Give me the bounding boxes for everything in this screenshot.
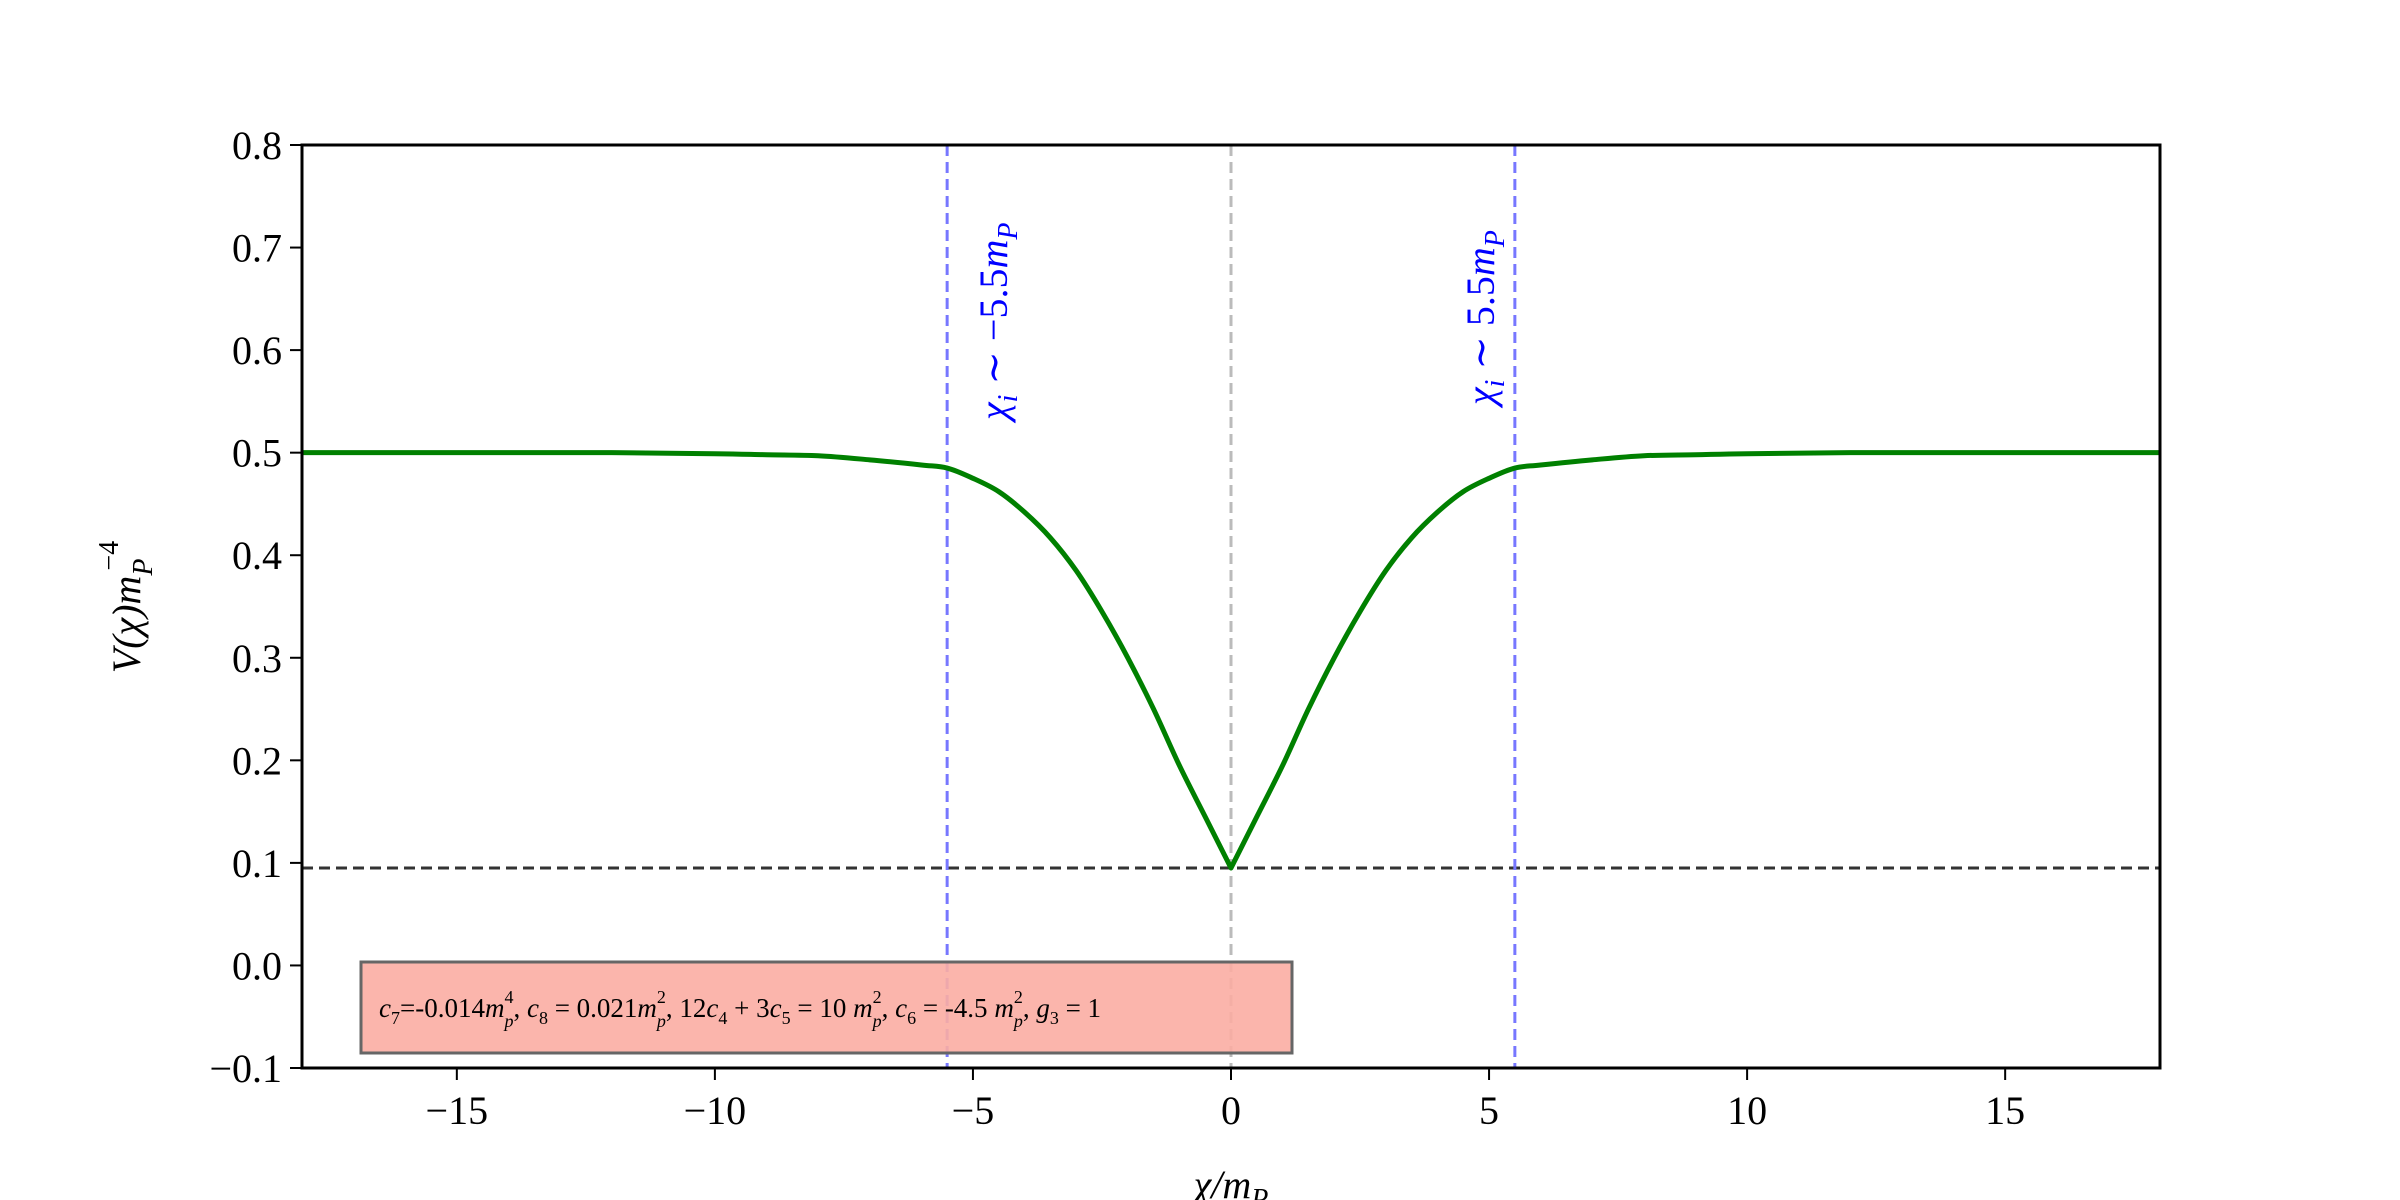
y-tick-label: 0.8 xyxy=(232,123,282,168)
y-tick-label: −0.1 xyxy=(209,1046,282,1091)
y-tick-label: 0.7 xyxy=(232,226,282,271)
x-axis-ticks: −15 −10 −5 0 5 10 15 xyxy=(426,1068,2025,1133)
vline-label-right: χi ∼ 5.5mP xyxy=(1458,230,1511,409)
x-tick-label: 0 xyxy=(1221,1088,1241,1133)
x-axis-label: χ/mP xyxy=(1190,1162,1269,1200)
vline-label-left: χi ∼ −5.5mP xyxy=(971,223,1024,424)
y-tick-label: 0.4 xyxy=(232,533,282,578)
y-tick-label: 0.3 xyxy=(232,636,282,681)
y-tick-label: 0.6 xyxy=(232,328,282,373)
y-tick-label: 0.5 xyxy=(232,431,282,476)
x-tick-label: −15 xyxy=(426,1088,489,1133)
x-tick-label: 10 xyxy=(1727,1088,1767,1133)
x-tick-label: 5 xyxy=(1479,1088,1499,1133)
x-tick-label: −10 xyxy=(684,1088,747,1133)
parameter-annotation-text: c7=-0.014m4 p, c8 = 0.021m2 p, 12c4 + 3c5 … xyxy=(379,987,1101,1031)
x-tick-label: 15 xyxy=(1985,1088,2025,1133)
y-axis-label: V(χ)mP−4 xyxy=(94,541,159,673)
y-tick-label: 0.1 xyxy=(232,841,282,886)
x-tick-label: −5 xyxy=(952,1088,995,1133)
parameter-annotation-box: c7=-0.014m4 p, c8 = 0.021m2 p, 12c4 + 3c5 … xyxy=(359,960,1294,1055)
potential-curve-line xyxy=(301,450,2160,871)
plot-area xyxy=(301,145,2160,1068)
y-tick-label: 0.2 xyxy=(232,738,282,783)
y-tick-label: 0.0 xyxy=(232,943,282,988)
y-axis-ticks: −0.1 0.0 0.1 0.2 0.3 0.4 0.5 0.6 0.7 0.8 xyxy=(209,123,302,1091)
